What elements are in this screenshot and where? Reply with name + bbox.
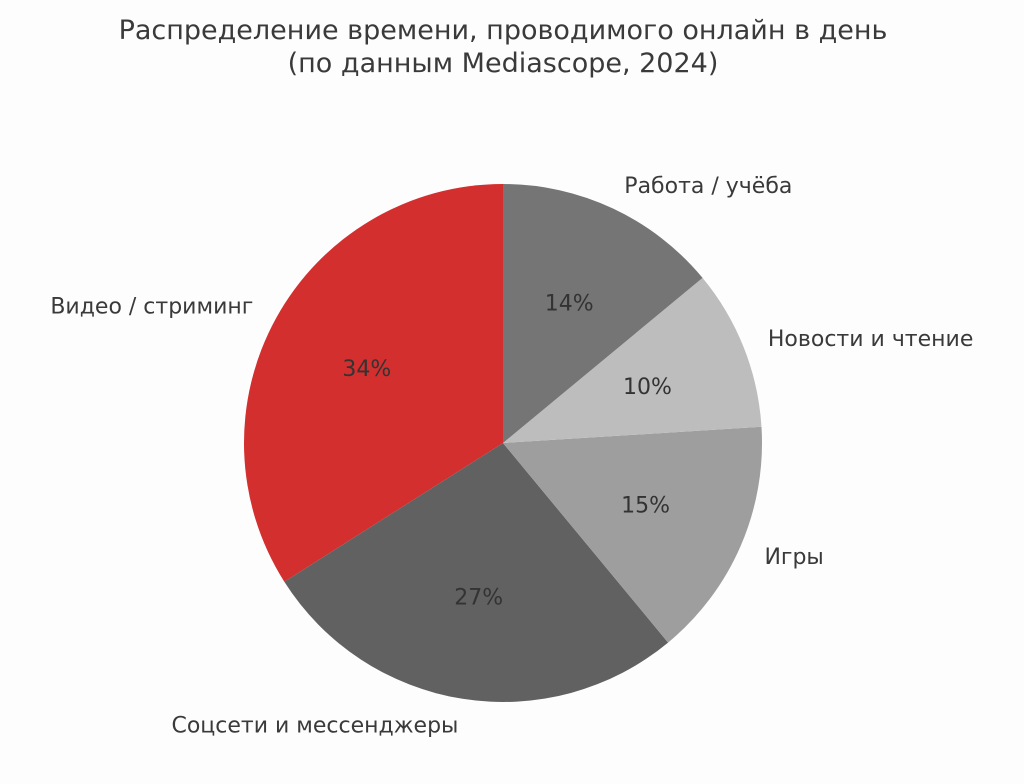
slice-category-label: Работа / учёба (624, 174, 792, 199)
chart-title-line-2: (по данным Mediascope, 2024) (288, 48, 719, 79)
slice-percent-label: 14% (545, 291, 594, 316)
slice-category-label: Видео / стриминг (50, 295, 253, 320)
slice-percent-label: 15% (621, 494, 670, 519)
slice-category-label: Новости и чтение (768, 327, 974, 352)
pie-slice (503, 183, 703, 443)
pie-slice (503, 277, 762, 443)
slice-percent-label: 34% (342, 357, 391, 382)
slice-category-label: Соцсети и мессенджеры (171, 713, 458, 738)
pie-slice (503, 426, 762, 643)
pie-slice (284, 443, 669, 702)
slice-percent-label: 10% (623, 375, 672, 400)
slice-percent-label: 27% (454, 585, 503, 610)
pie-slice (244, 184, 503, 582)
chart-title-line-1: Распределение времени, проводимого онлай… (119, 15, 888, 46)
slice-category-label: Игры (764, 545, 823, 570)
